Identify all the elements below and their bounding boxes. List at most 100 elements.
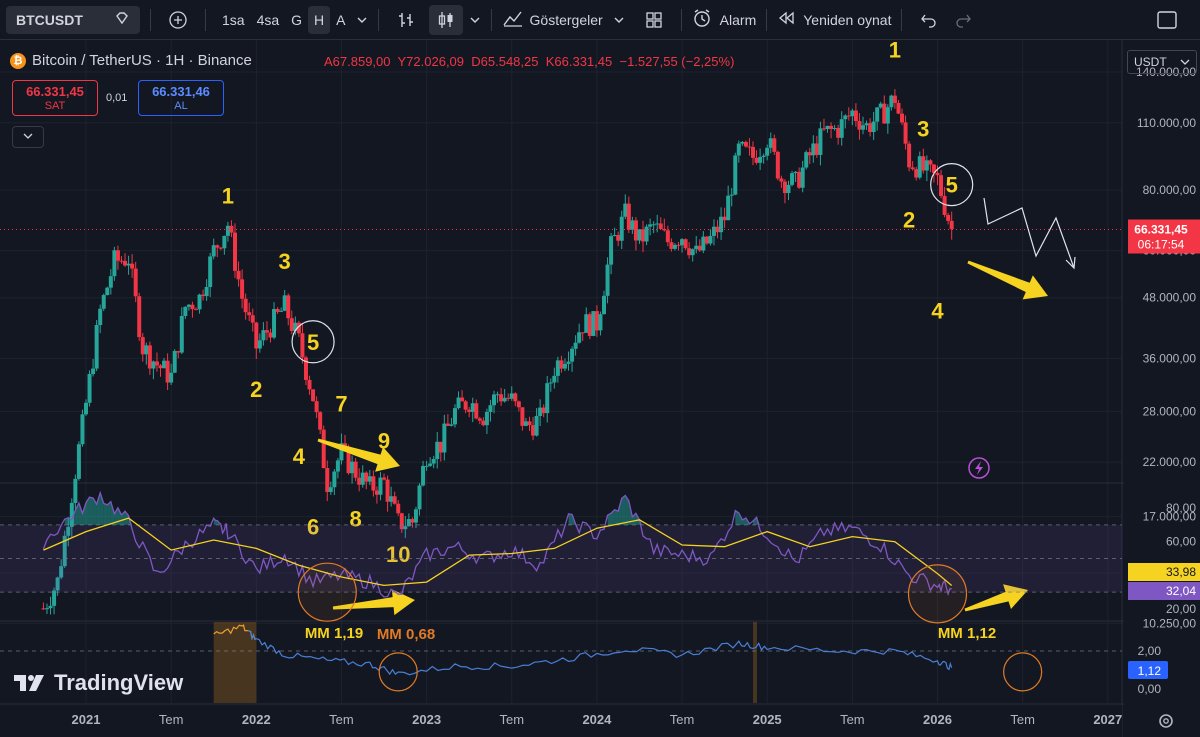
candle-body	[747, 146, 752, 148]
undo-icon[interactable]	[912, 5, 946, 35]
candle-body	[325, 468, 330, 492]
time-axis-background	[0, 705, 1122, 737]
rsi-overbought-fill	[110, 501, 115, 525]
chevron-down-icon[interactable]	[613, 14, 625, 26]
time-tick-label: Tem	[499, 712, 524, 727]
candle-icon[interactable]	[428, 4, 463, 35]
indicator-value-label: 1,12	[1138, 664, 1162, 678]
tradingview-logo[interactable]: TradingView	[14, 670, 183, 696]
buy-button[interactable]: 66.331,46 AL	[138, 80, 224, 116]
candle-body	[680, 239, 685, 246]
candle-body	[438, 441, 443, 453]
candle-body	[931, 164, 936, 173]
sell-label: SAT	[44, 100, 66, 112]
indicators-button[interactable]: Göstergeler	[502, 8, 603, 31]
time-tick-label: 2021	[72, 712, 101, 727]
candle-body	[946, 214, 951, 221]
candle-body	[538, 407, 543, 417]
replay-button[interactable]: Yeniden oynat	[777, 10, 891, 29]
time-tick-label: 2023	[412, 712, 441, 727]
candle-body	[435, 441, 440, 460]
candle-body	[651, 224, 656, 226]
arrow-shape	[317, 438, 400, 472]
alarm-label: Alarm	[719, 11, 757, 28]
timeframe-1h[interactable]: 1sa	[222, 11, 245, 28]
candle-body	[197, 294, 202, 310]
layout-grid-icon[interactable]	[637, 5, 671, 35]
candle-body	[275, 309, 280, 312]
symbol-search-button[interactable]: BTCUSDT	[6, 5, 140, 34]
candle-body	[467, 409, 472, 412]
chevron-down-icon[interactable]	[469, 14, 481, 26]
arrow-shape	[964, 584, 1028, 612]
candle-body	[885, 107, 890, 124]
candle-body	[928, 160, 933, 165]
candle-body	[797, 171, 802, 188]
candle-body	[704, 236, 709, 244]
toolbar-divider	[150, 8, 151, 31]
candle-body	[598, 314, 603, 331]
brand-label: TradingView	[54, 670, 184, 695]
candle-body	[541, 407, 546, 414]
redo-icon[interactable]	[946, 5, 980, 35]
toolbar-divider	[205, 8, 206, 31]
ohlc-low: D65.548,25	[471, 54, 539, 69]
candle-body	[477, 418, 482, 421]
candle-body	[268, 332, 273, 338]
timeframe-4h[interactable]: 4sa	[256, 11, 280, 28]
alarm-button[interactable]: Alarm	[692, 8, 757, 31]
currency-select[interactable]: USDT	[1127, 50, 1197, 74]
rsi-overbought-fill	[614, 509, 619, 525]
sell-button[interactable]: 66.331,45 SAT	[12, 80, 98, 116]
price-tick-label: 36.000,00	[1143, 351, 1197, 365]
candle-body	[350, 461, 355, 474]
candle-body	[811, 143, 816, 156]
wave-label: 4	[293, 444, 306, 469]
candle-body	[201, 294, 206, 297]
timeframe-week[interactable]: H	[308, 5, 331, 34]
candle-body	[183, 306, 188, 316]
candle-body	[126, 263, 131, 266]
chevron-down-icon[interactable]	[356, 14, 368, 26]
candle-body	[850, 110, 855, 117]
collapse-legend-button[interactable]	[12, 126, 44, 148]
candle-body	[41, 608, 46, 610]
toolbar-divider	[377, 8, 379, 31]
candle-body	[612, 235, 617, 237]
chart-legend-title[interactable]: ₿ Bitcoin / TetherUS · 1H · Binance	[10, 52, 252, 69]
diamond-icon[interactable]	[114, 10, 130, 29]
candle-body	[69, 502, 74, 527]
candle-body	[616, 235, 621, 241]
candle-body	[364, 472, 369, 482]
timeframe-day[interactable]: G	[291, 11, 303, 28]
plus-icon[interactable]	[161, 5, 195, 35]
candle-body	[91, 368, 96, 375]
bar-chart-icon[interactable]	[389, 5, 423, 35]
settings-gear-icon[interactable]	[1159, 714, 1173, 728]
rsi-highlight-circle	[907, 564, 968, 624]
ohlc-open: A67.859,00	[324, 54, 391, 69]
candle-body	[754, 157, 759, 163]
fullscreen-icon[interactable]	[1150, 5, 1184, 35]
lightning-icon	[968, 457, 990, 479]
candle-body	[683, 239, 688, 249]
arrow-drawing	[964, 584, 1028, 612]
candle-body	[158, 365, 163, 369]
axes: 140.000,00110.000,0080.000,0060.000,0048…	[0, 40, 1200, 737]
candle-body	[279, 310, 284, 312]
candle-body	[193, 309, 198, 311]
candle-body	[342, 443, 347, 447]
candle-body	[87, 374, 92, 403]
wave-label: 10	[386, 542, 410, 567]
timeframe-month[interactable]: A	[336, 11, 346, 28]
candle-body	[431, 459, 436, 464]
candle-body	[839, 119, 844, 138]
chevron-down-icon	[23, 133, 33, 139]
price-pane	[0, 89, 1122, 615]
candle-body	[417, 485, 422, 510]
time-tick-label: Tem	[840, 712, 865, 727]
wave-label: 1	[222, 184, 234, 209]
candle-body	[765, 147, 770, 156]
candle-body	[243, 298, 248, 313]
